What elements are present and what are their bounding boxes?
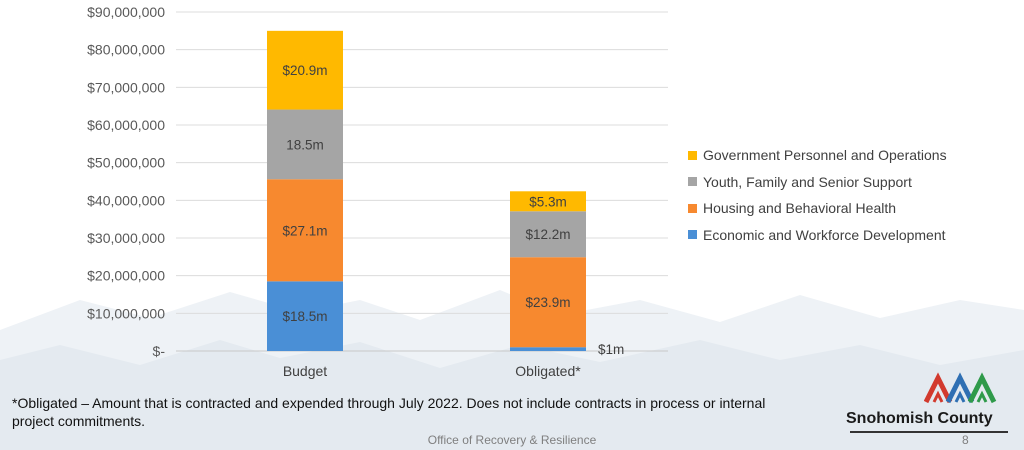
legend-label: Housing and Behavioral Health <box>703 200 897 217</box>
county-name: Snohomish County <box>846 410 993 427</box>
y-tick-label: $90,000,000 <box>87 4 165 20</box>
legend-item: Housing and Behavioral Health <box>688 195 947 222</box>
y-tick-label: $60,000,000 <box>87 117 165 133</box>
data-label: $20.9m <box>282 63 327 78</box>
x-category-label: Obligated* <box>515 363 581 379</box>
y-tick-label: $10,000,000 <box>87 305 165 321</box>
data-label: $12.2m <box>525 227 570 242</box>
legend-label: Youth, Family and Senior Support <box>703 173 912 190</box>
bar-segment <box>510 257 586 348</box>
bar-segment <box>267 281 343 351</box>
bar-segment <box>510 191 586 212</box>
data-label: $5.3m <box>529 194 567 209</box>
legend-swatch <box>688 150 697 160</box>
y-tick-label: $40,000,000 <box>87 192 165 208</box>
logo-underline <box>850 431 1008 433</box>
bar-segment <box>267 109 343 180</box>
chart-legend: Government Personnel and Operations Yout… <box>688 142 947 248</box>
legend-item: Youth, Family and Senior Support <box>688 169 947 196</box>
legend-item: Government Personnel and Operations <box>688 142 947 169</box>
legend-swatch <box>688 177 697 187</box>
y-tick-label: $- <box>153 343 166 359</box>
bar-segment <box>267 30 343 110</box>
legend-swatch <box>688 203 697 213</box>
bar-segment <box>267 179 343 282</box>
mountain-logo-icon <box>924 372 997 404</box>
y-tick-label: $80,000,000 <box>87 42 165 58</box>
data-label: $23.9m <box>525 295 570 310</box>
data-label: $27.1m <box>282 223 327 238</box>
x-category-label: Budget <box>283 363 327 379</box>
y-tick-label: $30,000,000 <box>87 230 165 246</box>
footer-text: Office of Recovery & Resilience <box>427 433 597 447</box>
legend-label: Government Personnel and Operations <box>703 147 947 164</box>
bar-segment <box>510 347 586 351</box>
legend-label: Economic and Workforce Development <box>703 226 946 243</box>
data-label: $18.5m <box>282 309 327 324</box>
data-label: 18.5m <box>286 137 324 152</box>
page-number: 8 <box>962 433 969 447</box>
bar-segment <box>510 211 586 258</box>
y-tick-label: $70,000,000 <box>87 79 165 95</box>
data-label: $1m <box>598 342 624 357</box>
legend-item: Economic and Workforce Development <box>688 222 947 249</box>
y-tick-label: $20,000,000 <box>87 268 165 284</box>
y-tick-label: $50,000,000 <box>87 155 165 171</box>
footnote: *Obligated – Amount that is contracted a… <box>12 395 766 429</box>
legend-swatch <box>688 230 697 240</box>
